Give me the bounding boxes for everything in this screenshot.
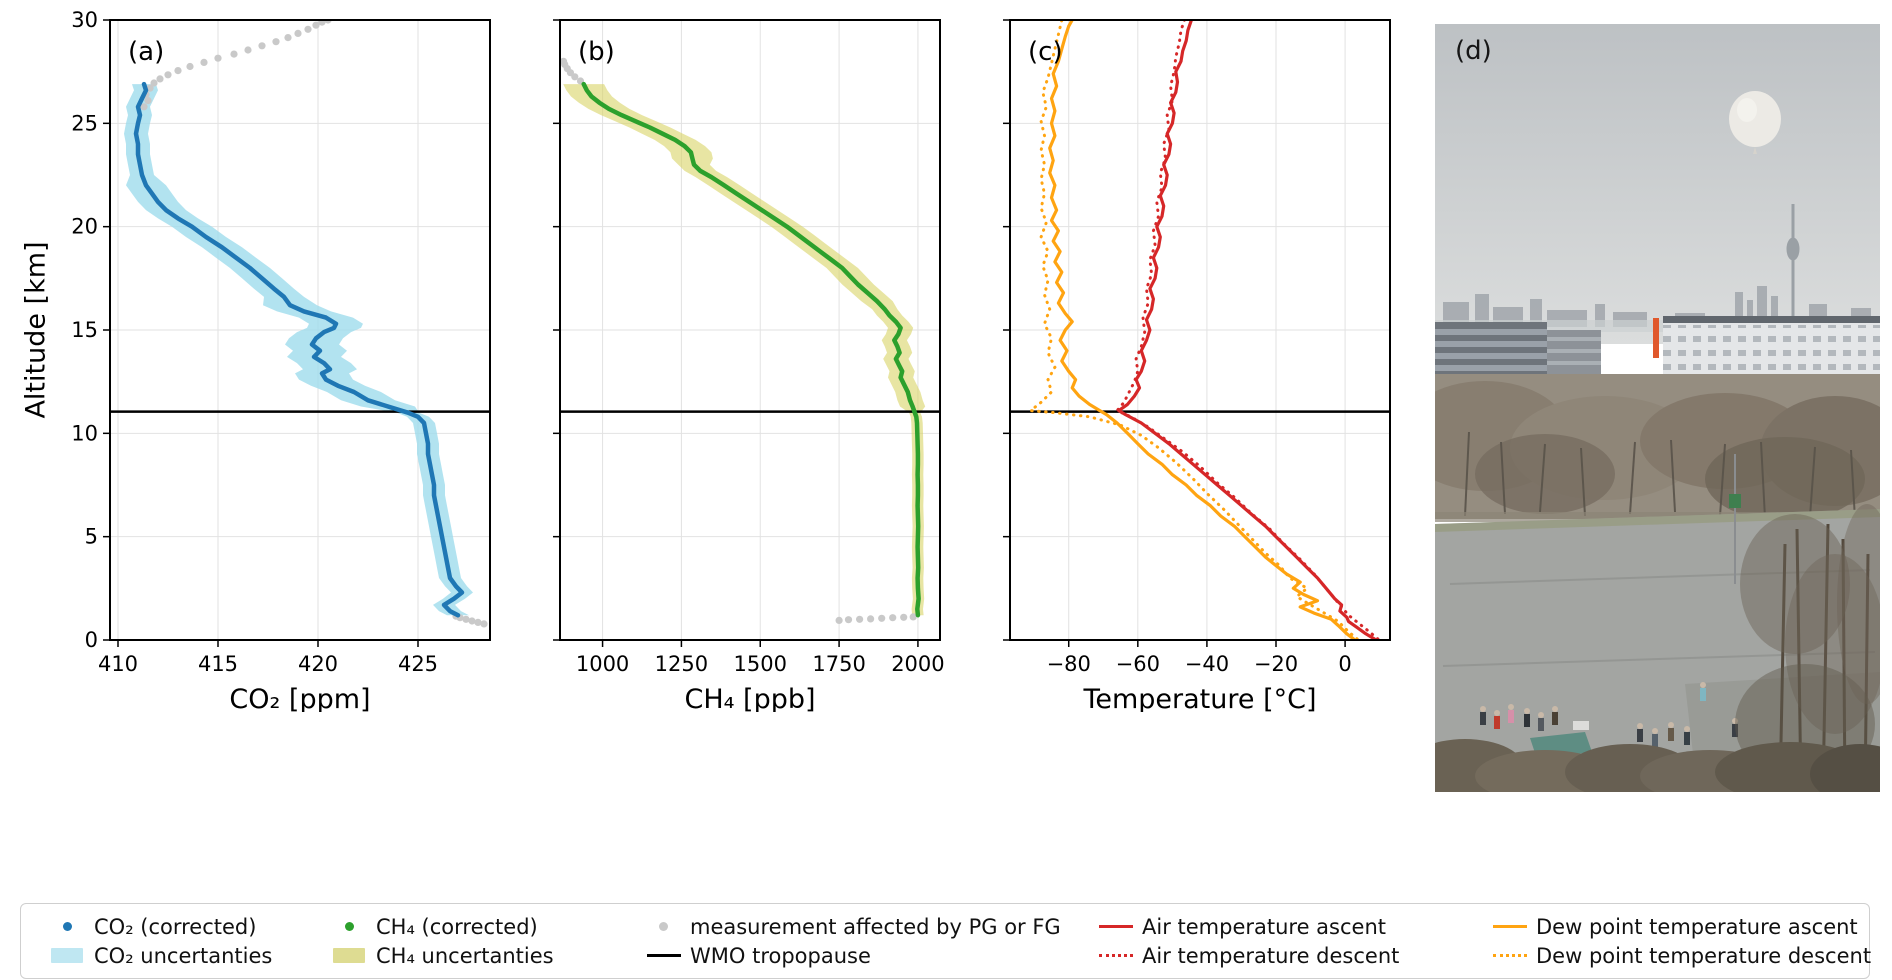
svg-text:2000: 2000 <box>891 652 944 676</box>
foreground-trees <box>1405 504 1892 804</box>
legend-item-ch4-corrected: CH₄ (corrected) <box>333 912 647 941</box>
svg-text:25: 25 <box>71 111 98 135</box>
x-axis-label: CH₄ [ppb] <box>684 684 815 712</box>
legend-column: CO₂ (corrected) CO₂ uncertanties <box>51 912 333 970</box>
svg-text:1750: 1750 <box>812 652 865 676</box>
panel-d-photo: (d) <box>1400 24 1892 804</box>
panel-label: (a) <box>128 37 164 67</box>
legend-label: Dew point temperature ascent <box>1536 914 1858 939</box>
panel-b-chart: 1000 1250 1500 1750 2000 (b) CH₄ [ppb] <box>553 19 945 712</box>
panel-d-label: (d) <box>1455 36 1492 66</box>
legend-column: Air temperature ascent Air temperature de… <box>1099 912 1493 970</box>
y-tick-labels: 0 5 10 15 20 25 30 <box>71 8 98 652</box>
dew-point-temperature-ascent-line <box>1048 20 1356 640</box>
svg-text:10: 10 <box>71 421 98 445</box>
svg-text:425: 425 <box>398 652 438 676</box>
x-tick-labels: −80 −60 −40 −20 0 <box>1047 652 1352 676</box>
legend-label: Dew point temperature descent <box>1536 943 1872 968</box>
legend-swatch-dot-icon <box>63 922 72 931</box>
legend-item-dew-point-temperature-descent: Dew point temperature descent <box>1493 941 1871 970</box>
svg-text:15: 15 <box>71 318 98 342</box>
legend-label: CO₂ (corrected) <box>94 914 257 939</box>
x-axis-label: Temperature [°C] <box>1082 684 1316 712</box>
svg-text:0: 0 <box>1338 652 1351 676</box>
legend-label: WMO tropopause <box>690 943 871 968</box>
svg-text:1000: 1000 <box>576 652 629 676</box>
svg-text:20: 20 <box>71 215 98 239</box>
x-axis-label: CO₂ [ppm] <box>229 684 370 712</box>
legend-swatch-dotted-icon <box>1099 954 1133 957</box>
svg-text:30: 30 <box>71 8 98 32</box>
legend-swatch-patch-icon <box>51 948 83 963</box>
measurement-affected-by-pg-or-fg-points <box>560 57 917 625</box>
svg-text:−20: −20 <box>1254 652 1298 676</box>
svg-text:1500: 1500 <box>734 652 787 676</box>
bare-trees-band <box>1400 374 1892 521</box>
svg-text:−40: −40 <box>1185 652 1229 676</box>
legend-item-co2-uncertanties: CO₂ uncertanties <box>51 941 333 970</box>
svg-text:1250: 1250 <box>655 652 708 676</box>
legend-label: Air temperature ascent <box>1142 914 1387 939</box>
svg-text:−60: −60 <box>1116 652 1160 676</box>
legend-column: Dew point temperature ascent Dew point te… <box>1493 912 1871 970</box>
legend-item-air-temperature-descent: Air temperature descent <box>1099 941 1493 970</box>
sky <box>1435 24 1880 344</box>
legend-swatch-dotted-icon <box>1493 954 1527 957</box>
co2-uncertanties-band <box>124 84 473 616</box>
air-temperature-ascent-line <box>1117 20 1377 640</box>
legend-label: measurement affected by PG or FG <box>690 914 1061 939</box>
legend-swatch-line-icon <box>1493 925 1527 928</box>
legend-item-air-temperature-ascent: Air temperature ascent <box>1099 912 1493 941</box>
dew-point-temperature-descent-line <box>1026 20 1359 640</box>
legend-swatch-dot-icon <box>659 922 668 931</box>
legend-item-measurement-affected-by-pg-or-fg: measurement affected by PG or FG <box>647 912 1099 941</box>
orange-mast <box>1653 318 1659 358</box>
legend-item-ch4-uncertanties: CH₄ uncertanties <box>333 941 647 970</box>
legend-label: CH₄ (corrected) <box>376 914 538 939</box>
svg-text:410: 410 <box>98 652 138 676</box>
legend-item-dew-point-temperature-ascent: Dew point temperature ascent <box>1493 912 1871 941</box>
svg-text:5: 5 <box>85 525 98 549</box>
legend-column: CH₄ (corrected) CH₄ uncertanties <box>333 912 647 970</box>
svg-text:420: 420 <box>298 652 338 676</box>
legend-label: CO₂ uncertanties <box>94 943 273 968</box>
svg-text:−80: −80 <box>1047 652 1091 676</box>
ch4-uncertanties-band <box>563 84 926 616</box>
launch-photo <box>1400 24 1892 804</box>
x-tick-labels: 1000 1250 1500 1750 2000 <box>576 652 945 676</box>
legend: CO₂ (corrected) CO₂ uncertanties CH₄ (corr… <box>20 903 1871 979</box>
panel-label: (b) <box>578 37 615 67</box>
axis-ticks <box>1003 19 1346 647</box>
legend-item-wmo-tropopause: WMO tropopause <box>647 941 1099 970</box>
tv-tower <box>1786 204 1800 324</box>
legend-item-co2-corrected: CO₂ (corrected) <box>51 912 333 941</box>
legend-swatch-line-icon <box>1099 925 1133 928</box>
panel-label: (c) <box>1028 37 1063 67</box>
ch4-corrected-line <box>581 81 921 618</box>
legend-label: Air temperature descent <box>1142 943 1400 968</box>
legend-column: measurement affected by PG or FG WMO trop… <box>647 912 1099 970</box>
panel-c-chart: −80 −60 −40 −20 0 (c) Temperature [°C] <box>1003 19 1391 712</box>
balloon <box>1729 91 1781 154</box>
axis-ticks <box>553 19 919 647</box>
legend-label: CH₄ uncertanties <box>376 943 554 968</box>
co2-corrected-line <box>133 81 465 618</box>
svg-text:0: 0 <box>85 628 98 652</box>
legend-swatch-line-icon <box>647 954 681 957</box>
legend-swatch-dot-icon <box>345 922 354 931</box>
people-group <box>1480 682 1738 759</box>
svg-text:415: 415 <box>198 652 238 676</box>
legend-swatch-patch-icon <box>333 948 365 963</box>
panel-a-chart: 410 415 420 425 0 5 10 15 20 25 30 (a) CO₂ [ppm] <box>71 8 491 712</box>
axis-ticks <box>103 19 419 647</box>
x-tick-labels: 410 415 420 425 <box>98 652 438 676</box>
